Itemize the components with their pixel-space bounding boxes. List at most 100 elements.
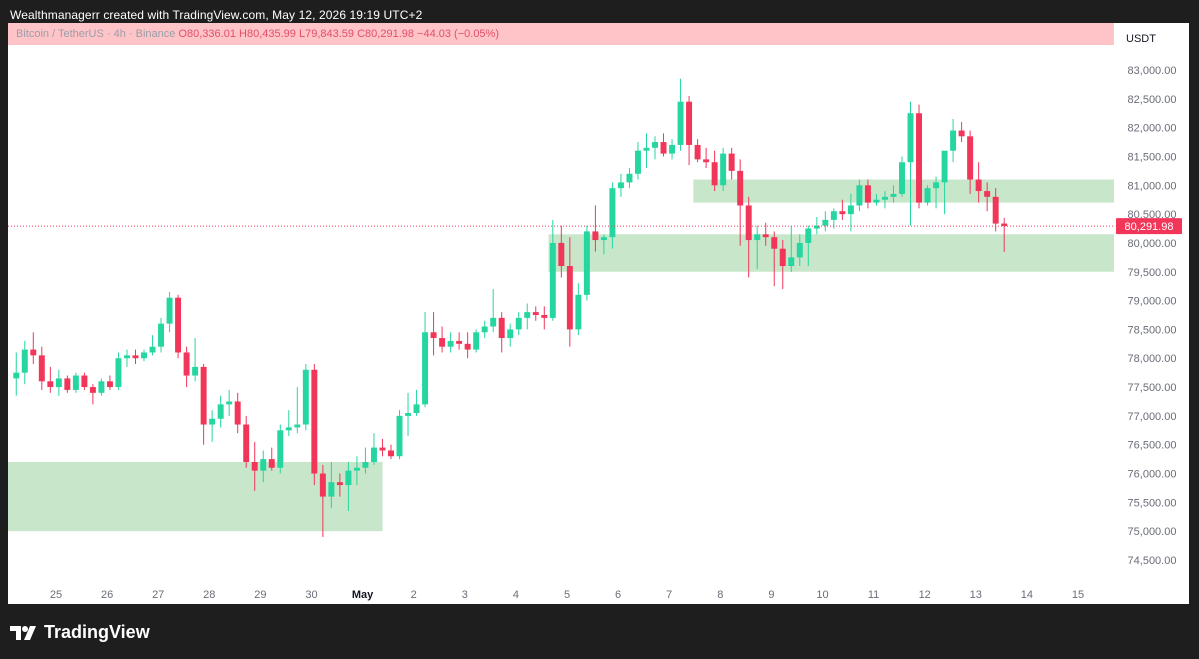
- candle-body: [694, 144, 701, 160]
- y-tick-label: 79,500.00: [1128, 267, 1177, 279]
- candle-body: [583, 231, 590, 295]
- candle-body: [439, 338, 446, 347]
- chart-frame[interactable]: 74,500.00 75,000.00 75,500.00 76,000.00 76,5…: [8, 23, 1189, 604]
- candle-body: [626, 173, 633, 183]
- zone-rect-0: [8, 462, 383, 532]
- candle-body: [720, 153, 727, 186]
- candle-body: [839, 211, 846, 215]
- high-label: H: [239, 28, 247, 40]
- candle-body: [498, 317, 505, 339]
- candle-body: [669, 144, 676, 154]
- x-tick-label: 15: [1072, 589, 1084, 601]
- candle-body: [200, 366, 207, 425]
- y-tick-label: 82,500.00: [1128, 94, 1177, 106]
- brand-name: TradingView: [44, 622, 150, 642]
- candle-body: [992, 196, 999, 224]
- currency-badge[interactable]: USDT: [1126, 33, 1156, 45]
- candle-body: [106, 381, 113, 388]
- y-tick-label: 80,000.00: [1128, 238, 1177, 250]
- candle-body: [609, 188, 616, 238]
- candle-body: [686, 101, 693, 145]
- candle-body: [311, 369, 318, 474]
- x-tick-label: 28: [203, 589, 215, 601]
- candle-body: [856, 185, 863, 206]
- candle-body: [430, 332, 437, 339]
- low-label: L: [298, 28, 306, 40]
- x-axis: 25 26 27 28 29 30 May 2 3 4 5 6 7 8 9 10 11 12 13 14 15: [50, 589, 1084, 601]
- y-tick-label: 76,500.00: [1128, 440, 1177, 452]
- x-tick-label: 2: [411, 589, 417, 601]
- candle-body: [13, 372, 20, 379]
- x-tick-label: 27: [152, 589, 164, 601]
- candle-body: [490, 317, 497, 327]
- candle-body: [890, 193, 897, 197]
- y-tick-label: 81,000.00: [1128, 180, 1177, 192]
- candle-body: [481, 326, 488, 333]
- candle-body: [566, 266, 573, 330]
- candle-body: [677, 101, 684, 145]
- candle-body: [115, 358, 122, 388]
- candle-body: [98, 381, 105, 393]
- candle-body: [515, 317, 522, 330]
- candle-body: [473, 332, 480, 350]
- candle-body: [873, 199, 880, 203]
- candle-body: [447, 340, 454, 347]
- candle-body: [745, 205, 752, 241]
- candle-body: [141, 352, 147, 359]
- candle-body: [524, 312, 531, 318]
- x-tick-label: 12: [919, 589, 931, 601]
- tradingview-logo: TradingView: [10, 622, 150, 643]
- candle-body: [532, 312, 539, 315]
- candle-body: [1001, 223, 1008, 227]
- candle-body: [175, 297, 182, 353]
- x-tick-label: 9: [768, 589, 774, 601]
- candle-body: [405, 413, 412, 416]
- chart-credit: Wealthmanagerr created with TradingView.…: [10, 8, 423, 22]
- last-price-tag: [1116, 218, 1182, 235]
- candle-body: [771, 237, 778, 249]
- candles-layer: [13, 78, 1008, 537]
- candle-body: [226, 401, 233, 405]
- candle-body: [209, 418, 216, 425]
- candle-body: [847, 205, 854, 215]
- candle-body: [779, 248, 786, 266]
- candle-body: [345, 470, 352, 486]
- candle-body: [916, 113, 923, 203]
- x-tick-label: 30: [305, 589, 317, 601]
- candle-body: [132, 355, 139, 359]
- candle-body: [950, 130, 957, 151]
- close-value: 80,291.98: [365, 28, 414, 40]
- change-value: −44.03 (−0.05%): [417, 28, 499, 40]
- open-label: O: [178, 28, 188, 40]
- candle-body: [754, 234, 761, 241]
- price-chart[interactable]: 74,500.00 75,000.00 75,500.00 76,000.00 76,5…: [8, 23, 1189, 604]
- candle-body: [796, 242, 803, 258]
- candle-body: [788, 257, 795, 266]
- y-tick-label: 75,000.00: [1128, 526, 1177, 538]
- candle-body: [813, 225, 820, 229]
- candle-body: [234, 401, 241, 425]
- candle-body: [251, 462, 258, 471]
- candle-body: [260, 459, 267, 471]
- candle-body: [660, 142, 667, 154]
- candle-body: [149, 346, 156, 353]
- candle-body: [55, 378, 62, 388]
- candle-body: [600, 237, 607, 241]
- candle-body: [456, 340, 463, 344]
- candle-body: [711, 162, 718, 186]
- candle-body: [830, 211, 837, 220]
- candle-body: [703, 159, 710, 163]
- candle-body: [123, 355, 130, 359]
- candle-body: [285, 427, 292, 431]
- candle-body: [388, 450, 394, 457]
- low-value: 79,843.59: [305, 28, 355, 40]
- candle-body: [72, 375, 79, 390]
- candle-body: [328, 482, 335, 497]
- candle-body: [967, 136, 974, 180]
- tradingview-logo-icon: [10, 625, 36, 640]
- y-tick-label: 74,500.00: [1128, 555, 1177, 567]
- candle-body: [362, 462, 369, 468]
- candle-body: [864, 185, 871, 203]
- high-value: 80,435.99: [246, 28, 296, 40]
- x-tick-label: 5: [564, 589, 570, 601]
